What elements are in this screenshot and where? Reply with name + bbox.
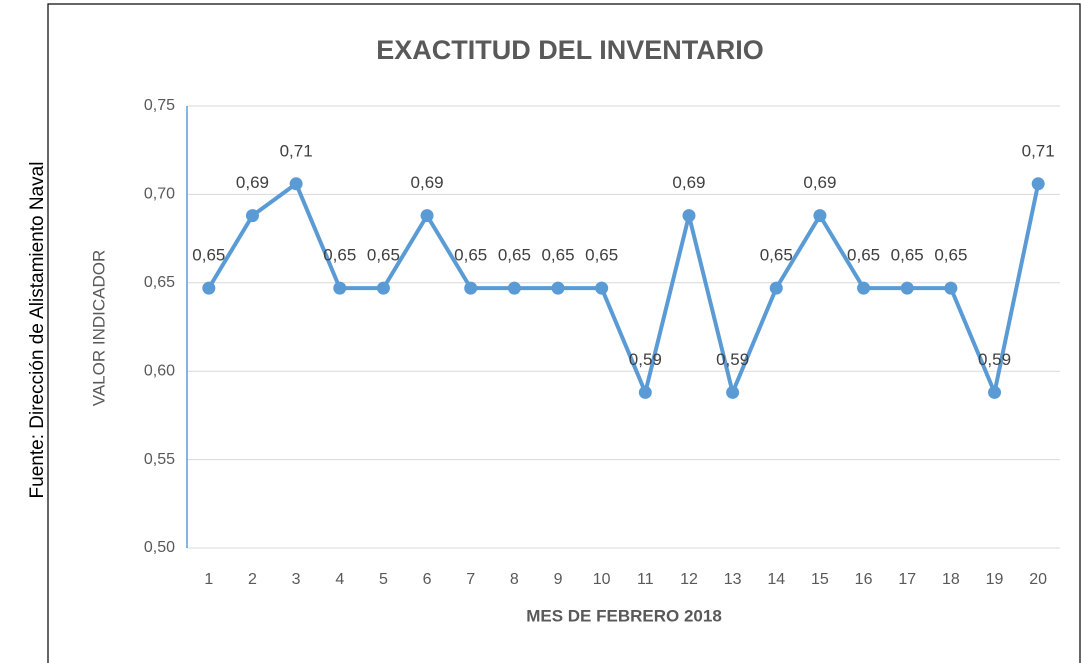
y-tick-label: 0,70: [144, 186, 175, 203]
source: Fuente: Dirección de Alistamiento Naval: [27, 162, 48, 499]
x-tick-label: 9: [554, 571, 563, 588]
marker: [1031, 177, 1045, 191]
x-tick-label: 12: [680, 571, 698, 588]
y-tick-label: 0,55: [144, 451, 175, 468]
data-label: 0,69: [236, 173, 269, 192]
x-tick-label: 13: [724, 571, 742, 588]
x-tick-label: 17: [898, 571, 916, 588]
marker: [900, 281, 914, 295]
data-label: 0,59: [716, 350, 749, 369]
x-tick-label: 3: [292, 571, 301, 588]
frame: [47, 3, 1081, 663]
data-label: 0,65: [934, 246, 967, 265]
marker: [245, 209, 259, 223]
data-label: 0,65: [760, 246, 793, 265]
marker: [202, 281, 216, 295]
data-label: 0,59: [978, 350, 1011, 369]
x-tick-label: 10: [593, 571, 611, 588]
x-tick-label: 6: [423, 571, 432, 588]
marker: [507, 281, 521, 295]
data-label: 0,65: [891, 246, 924, 265]
x-axis-label: MES DE FEBRERO 2018: [526, 606, 722, 625]
x-tick-label: 16: [855, 571, 873, 588]
marker: [857, 281, 871, 295]
x-tick-label: 5: [379, 571, 388, 588]
marker: [551, 281, 565, 295]
x-tick-label: 11: [637, 571, 654, 588]
x-tick-label: 18: [942, 571, 960, 588]
marker: [769, 281, 783, 295]
data-label: 0,69: [672, 173, 705, 192]
data-label: 0,71: [1022, 141, 1055, 160]
marker: [638, 385, 652, 399]
x-tick-label: 14: [767, 571, 785, 588]
marker: [420, 209, 434, 223]
x-tick-label: 4: [335, 571, 344, 588]
x-tick-label: 19: [986, 571, 1004, 588]
y-tick-label: 0,75: [144, 97, 175, 114]
data-label: 0,65: [847, 246, 880, 265]
data-label: 0,69: [803, 173, 836, 192]
x-tick-label: 2: [248, 571, 257, 588]
data-label: 0,59: [629, 350, 662, 369]
data-label: 0,65: [585, 246, 618, 265]
y-axis-label: VALOR INDICADOR: [89, 250, 108, 407]
data-label: 0,65: [192, 246, 225, 265]
marker: [813, 209, 827, 223]
y-tick-label: 0,60: [144, 362, 175, 379]
marker: [333, 281, 347, 295]
line: [207, 181, 1041, 395]
marker: [988, 385, 1002, 399]
x-tick-label: 1: [204, 571, 213, 588]
data-label: 0,65: [498, 246, 531, 265]
marker: [376, 281, 390, 295]
marker: [464, 281, 478, 295]
marker: [289, 177, 303, 191]
x-tick-label: 7: [466, 571, 475, 588]
data-label: 0,65: [323, 246, 356, 265]
chart-title: EXACTITUD DEL INVENTARIO: [376, 35, 764, 65]
x-tick-label: 8: [510, 571, 519, 588]
data-label: 0,69: [411, 173, 444, 192]
data-label: 0,71: [280, 141, 313, 160]
data-label: 0,65: [454, 246, 487, 265]
y-tick-label: 0,65: [144, 274, 175, 291]
data-label: 0,65: [541, 246, 574, 265]
marker: [726, 385, 740, 399]
marker: [944, 281, 958, 295]
marker: [682, 209, 696, 223]
marker: [595, 281, 609, 295]
x-tick-label: 20: [1029, 571, 1047, 588]
y-tick-label: 0,50: [144, 539, 175, 556]
data-label: 0,65: [367, 246, 400, 265]
x-tick-label: 15: [811, 571, 829, 588]
